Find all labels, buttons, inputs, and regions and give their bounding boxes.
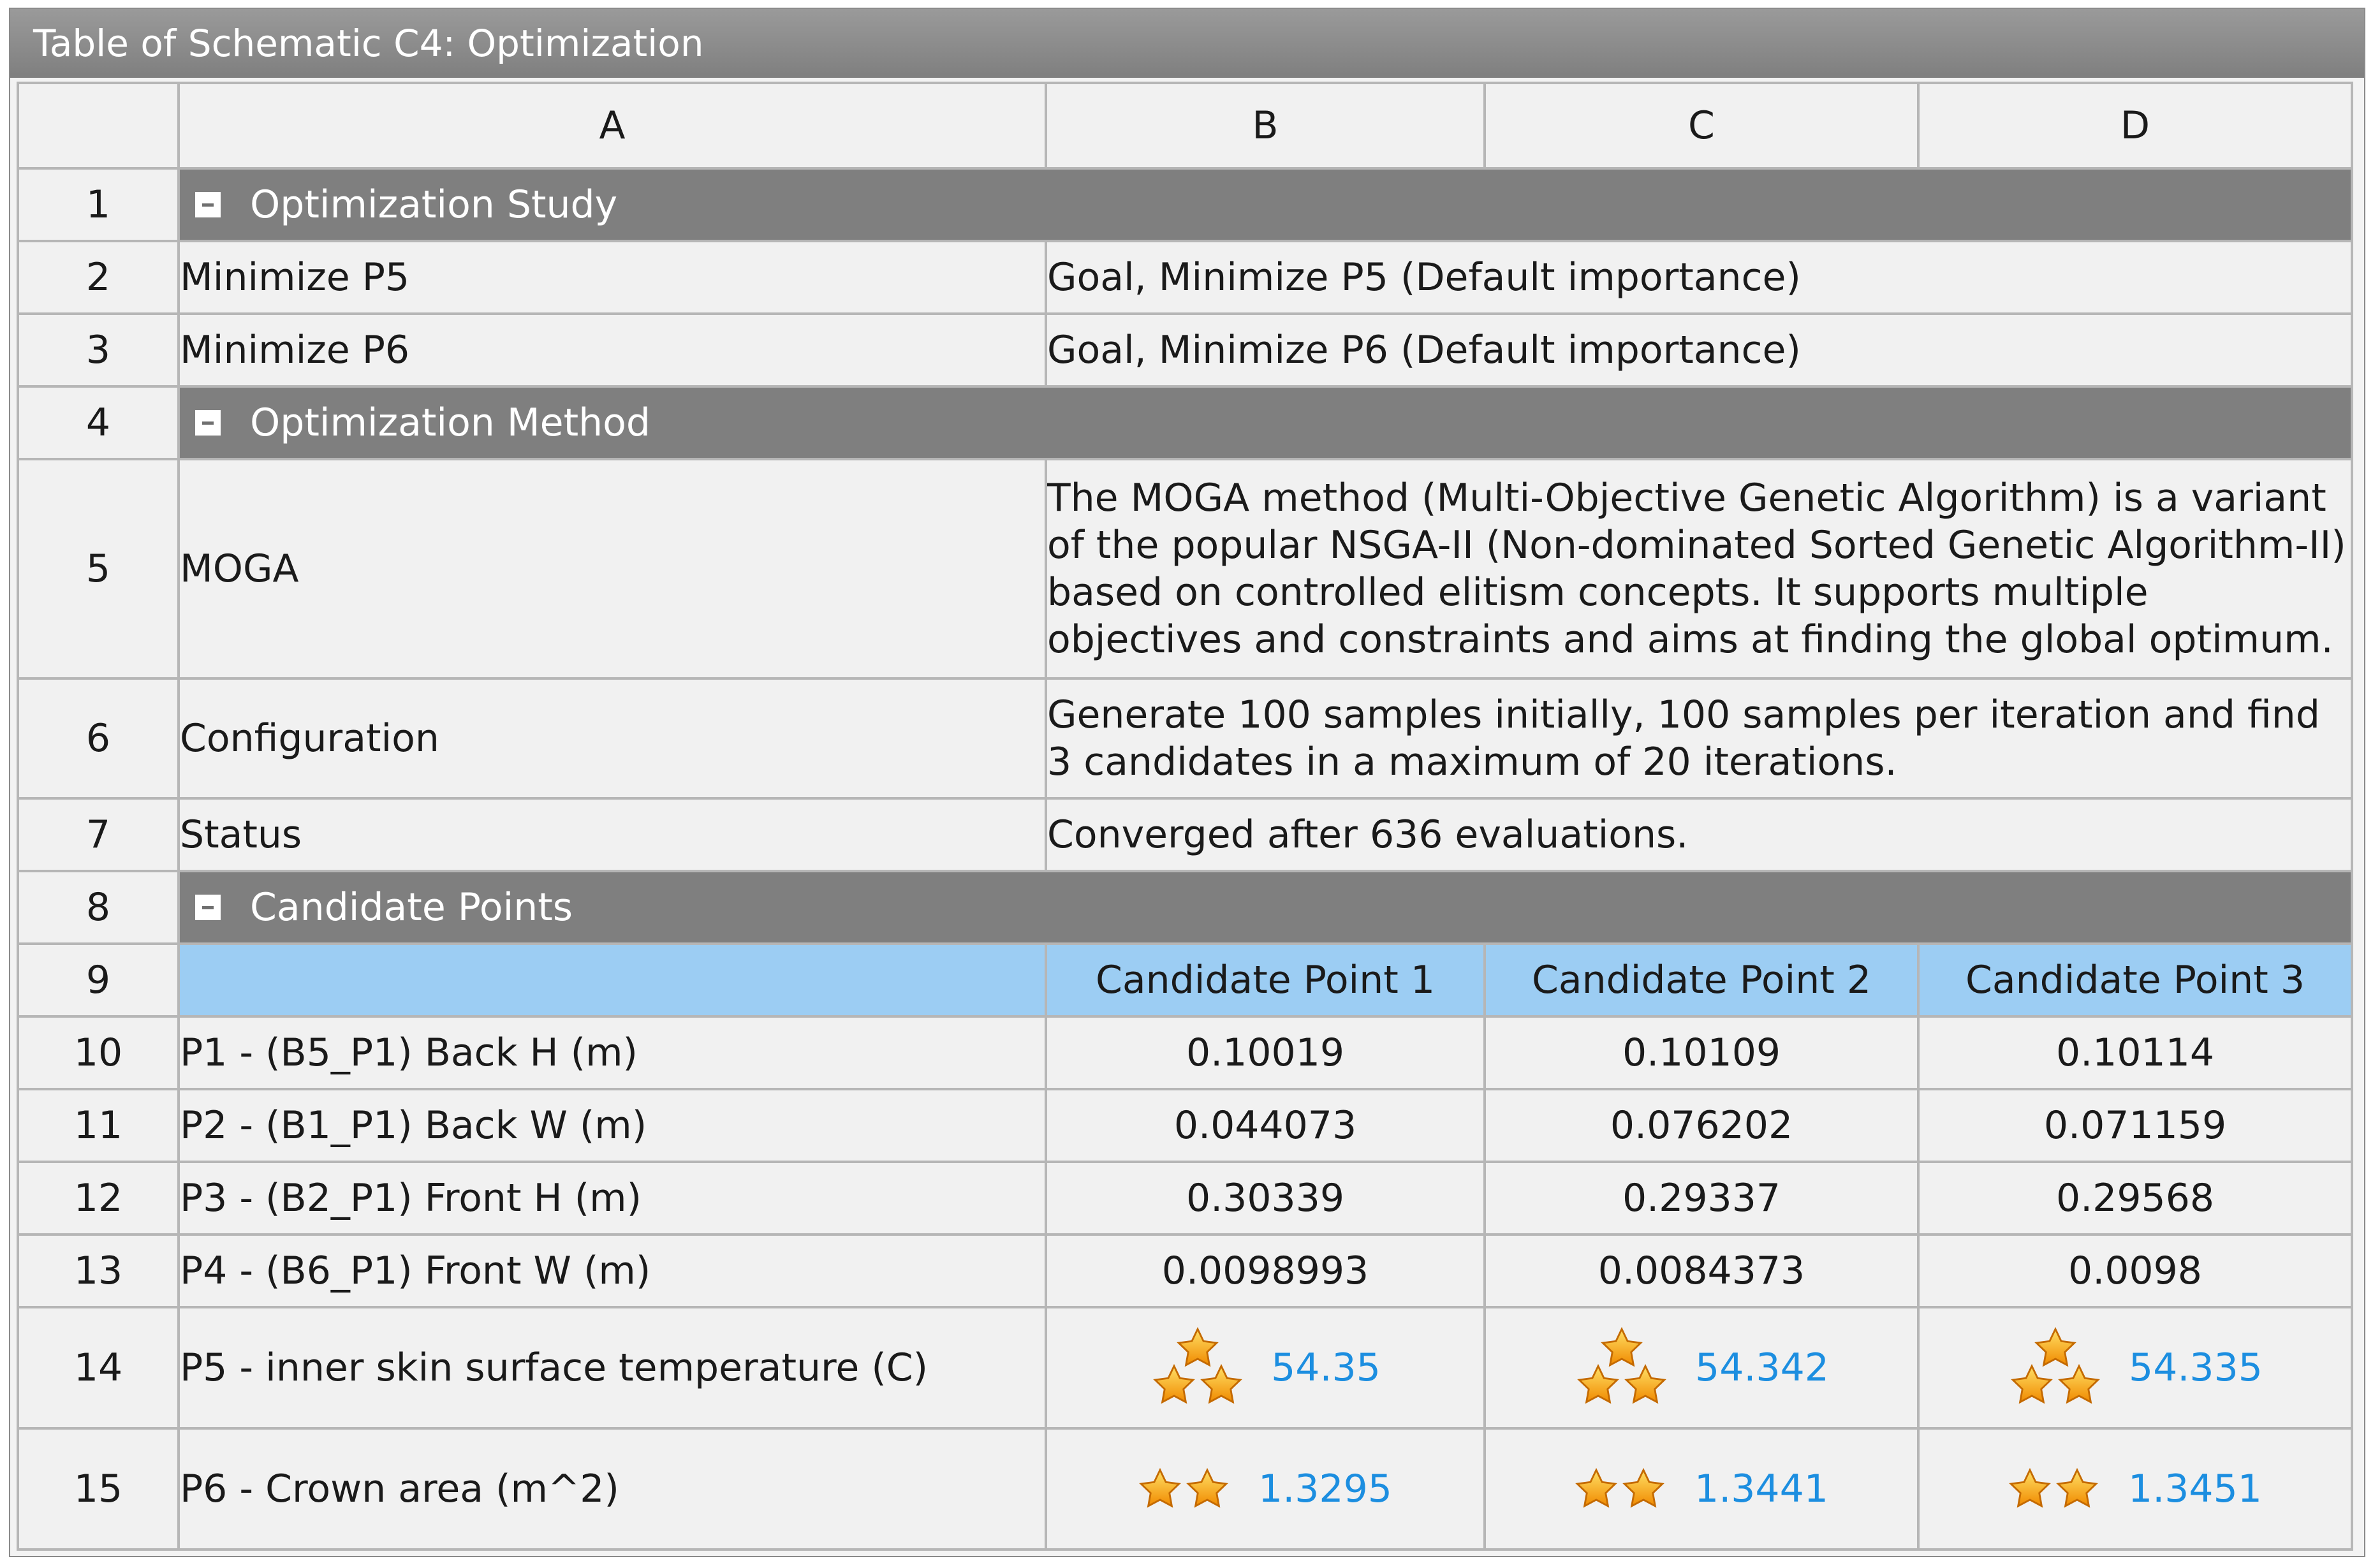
parameter-label[interactable]: P1 - (B5_P1) Back H (m): [177, 1015, 1047, 1090]
rated-value: 1.3295: [1258, 1467, 1392, 1511]
star-icon: [1152, 1363, 1196, 1407]
output-label-p5[interactable]: P5 - inner skin surface temperature (C): [177, 1306, 1047, 1430]
candidate-2-rated-value[interactable]: 1.3441: [1483, 1427, 1920, 1551]
star-icon: [1186, 1467, 1229, 1511]
column-header-b[interactable]: B: [1045, 82, 1486, 170]
candidate-3-rated-value[interactable]: 1.3451: [1917, 1427, 2353, 1551]
section-header-candidate-points[interactable]: Candidate Points: [177, 870, 2353, 945]
candidate-point-1-header[interactable]: Candidate Point 1: [1045, 942, 1486, 1018]
candidate-3-value[interactable]: 0.10114: [1917, 1015, 2353, 1090]
row-number[interactable]: 13: [17, 1233, 180, 1308]
optimization-table-panel: Table of Schematic C4: Optimization A B …: [9, 8, 2365, 1557]
rated-value: 1.3441: [1694, 1467, 1828, 1511]
row-number[interactable]: 7: [17, 797, 180, 872]
candidate-3-value[interactable]: 0.0098: [1917, 1233, 2353, 1308]
rated-value: 54.335: [2129, 1345, 2263, 1390]
star-icon: [1575, 1467, 1618, 1511]
star-icon: [1138, 1467, 1182, 1511]
row-number[interactable]: 9: [17, 942, 180, 1018]
star-icon: [1200, 1363, 1243, 1407]
parameter-label[interactable]: P3 - (B2_P1) Front H (m): [177, 1161, 1047, 1236]
three-star-rating-icon: [1574, 1326, 1670, 1409]
row-number[interactable]: 4: [17, 385, 180, 460]
method-label[interactable]: MOGA: [177, 458, 1047, 680]
row-number[interactable]: 2: [17, 240, 180, 315]
optimization-table: A B C D 1 Optimization Study 2 Minimize …: [17, 82, 2353, 1551]
three-star-rating-icon: [2008, 1326, 2103, 1409]
section-title: Candidate Points: [250, 885, 573, 930]
rated-value: 54.342: [1695, 1345, 1829, 1390]
two-star-rating-icon: [2008, 1467, 2103, 1511]
objective-value-p6[interactable]: Goal, Minimize P6 (Default importance): [1045, 312, 2353, 388]
two-star-rating-icon: [1575, 1467, 1669, 1511]
collapse-icon[interactable]: [195, 895, 221, 920]
parameter-label[interactable]: P2 - (B1_P1) Back W (m): [177, 1088, 1047, 1163]
row-number[interactable]: 14: [17, 1306, 180, 1430]
candidate-1-rated-value[interactable]: 54.35: [1045, 1306, 1486, 1430]
rated-value: 54.35: [1271, 1345, 1381, 1390]
section-header-optimization-study[interactable]: Optimization Study: [177, 167, 2353, 242]
candidate-point-2-header[interactable]: Candidate Point 2: [1483, 942, 1920, 1018]
section-title: Optimization Study: [250, 182, 618, 227]
row-number[interactable]: 8: [17, 870, 180, 945]
status-value[interactable]: Converged after 636 evaluations.: [1045, 797, 2353, 872]
rated-value: 1.3451: [2128, 1467, 2262, 1511]
method-description[interactable]: The MOGA method (Multi-Objective Genetic…: [1045, 458, 2353, 680]
star-icon: [2008, 1467, 2052, 1511]
section-header-optimization-method[interactable]: Optimization Method: [177, 385, 2353, 460]
two-star-rating-icon: [1138, 1467, 1233, 1511]
candidate-1-value[interactable]: 0.044073: [1045, 1088, 1486, 1163]
status-label[interactable]: Status: [177, 797, 1047, 872]
row-number[interactable]: 1: [17, 167, 180, 242]
star-icon: [1576, 1363, 1620, 1407]
column-header-a[interactable]: A: [177, 82, 1047, 170]
star-icon: [1624, 1363, 1667, 1407]
collapse-icon[interactable]: [195, 192, 221, 217]
output-label-p6[interactable]: P6 - Crown area (m^2): [177, 1427, 1047, 1551]
star-icon: [2010, 1363, 2053, 1407]
configuration-label[interactable]: Configuration: [177, 677, 1047, 800]
candidate-1-value[interactable]: 0.0098993: [1045, 1233, 1486, 1308]
row-number[interactable]: 3: [17, 312, 180, 388]
column-header-d[interactable]: D: [1917, 82, 2353, 170]
configuration-value[interactable]: Generate 100 samples initially, 100 samp…: [1045, 677, 2353, 800]
row-number[interactable]: 11: [17, 1088, 180, 1163]
star-icon: [2055, 1467, 2099, 1511]
star-icon: [2057, 1363, 2101, 1407]
candidate-2-value[interactable]: 0.10109: [1483, 1015, 1920, 1090]
section-title: Optimization Method: [250, 400, 650, 445]
candidate-2-value[interactable]: 0.0084373: [1483, 1233, 1920, 1308]
column-header-c[interactable]: C: [1483, 82, 1920, 170]
parameter-label[interactable]: P4 - (B6_P1) Front W (m): [177, 1233, 1047, 1308]
candidate-2-value[interactable]: 0.076202: [1483, 1088, 1920, 1163]
objective-label-p5[interactable]: Minimize P5: [177, 240, 1047, 315]
objective-value-p5[interactable]: Goal, Minimize P5 (Default importance): [1045, 240, 2353, 315]
window-title: Table of Schematic C4: Optimization: [10, 9, 2364, 78]
corner-cell: [17, 82, 180, 170]
candidate-1-rated-value[interactable]: 1.3295: [1045, 1427, 1486, 1551]
row-number[interactable]: 10: [17, 1015, 180, 1090]
candidate-1-value[interactable]: 0.10019: [1045, 1015, 1486, 1090]
row-number[interactable]: 15: [17, 1427, 180, 1551]
objective-label-p6[interactable]: Minimize P6: [177, 312, 1047, 388]
row-number[interactable]: 6: [17, 677, 180, 800]
star-icon: [1622, 1467, 1665, 1511]
candidate-1-value[interactable]: 0.30339: [1045, 1161, 1486, 1236]
candidate-3-value[interactable]: 0.29568: [1917, 1161, 2353, 1236]
row-number[interactable]: 12: [17, 1161, 180, 1236]
candidate-2-rated-value[interactable]: 54.342: [1483, 1306, 1920, 1430]
candidate-point-3-header[interactable]: Candidate Point 3: [1917, 942, 2353, 1018]
candidate-header-blank: [177, 942, 1047, 1018]
candidate-3-value[interactable]: 0.071159: [1917, 1088, 2353, 1163]
candidate-2-value[interactable]: 0.29337: [1483, 1161, 1920, 1236]
row-number[interactable]: 5: [17, 458, 180, 680]
collapse-icon[interactable]: [195, 410, 221, 436]
candidate-3-rated-value[interactable]: 54.335: [1917, 1306, 2353, 1430]
three-star-rating-icon: [1150, 1326, 1245, 1409]
